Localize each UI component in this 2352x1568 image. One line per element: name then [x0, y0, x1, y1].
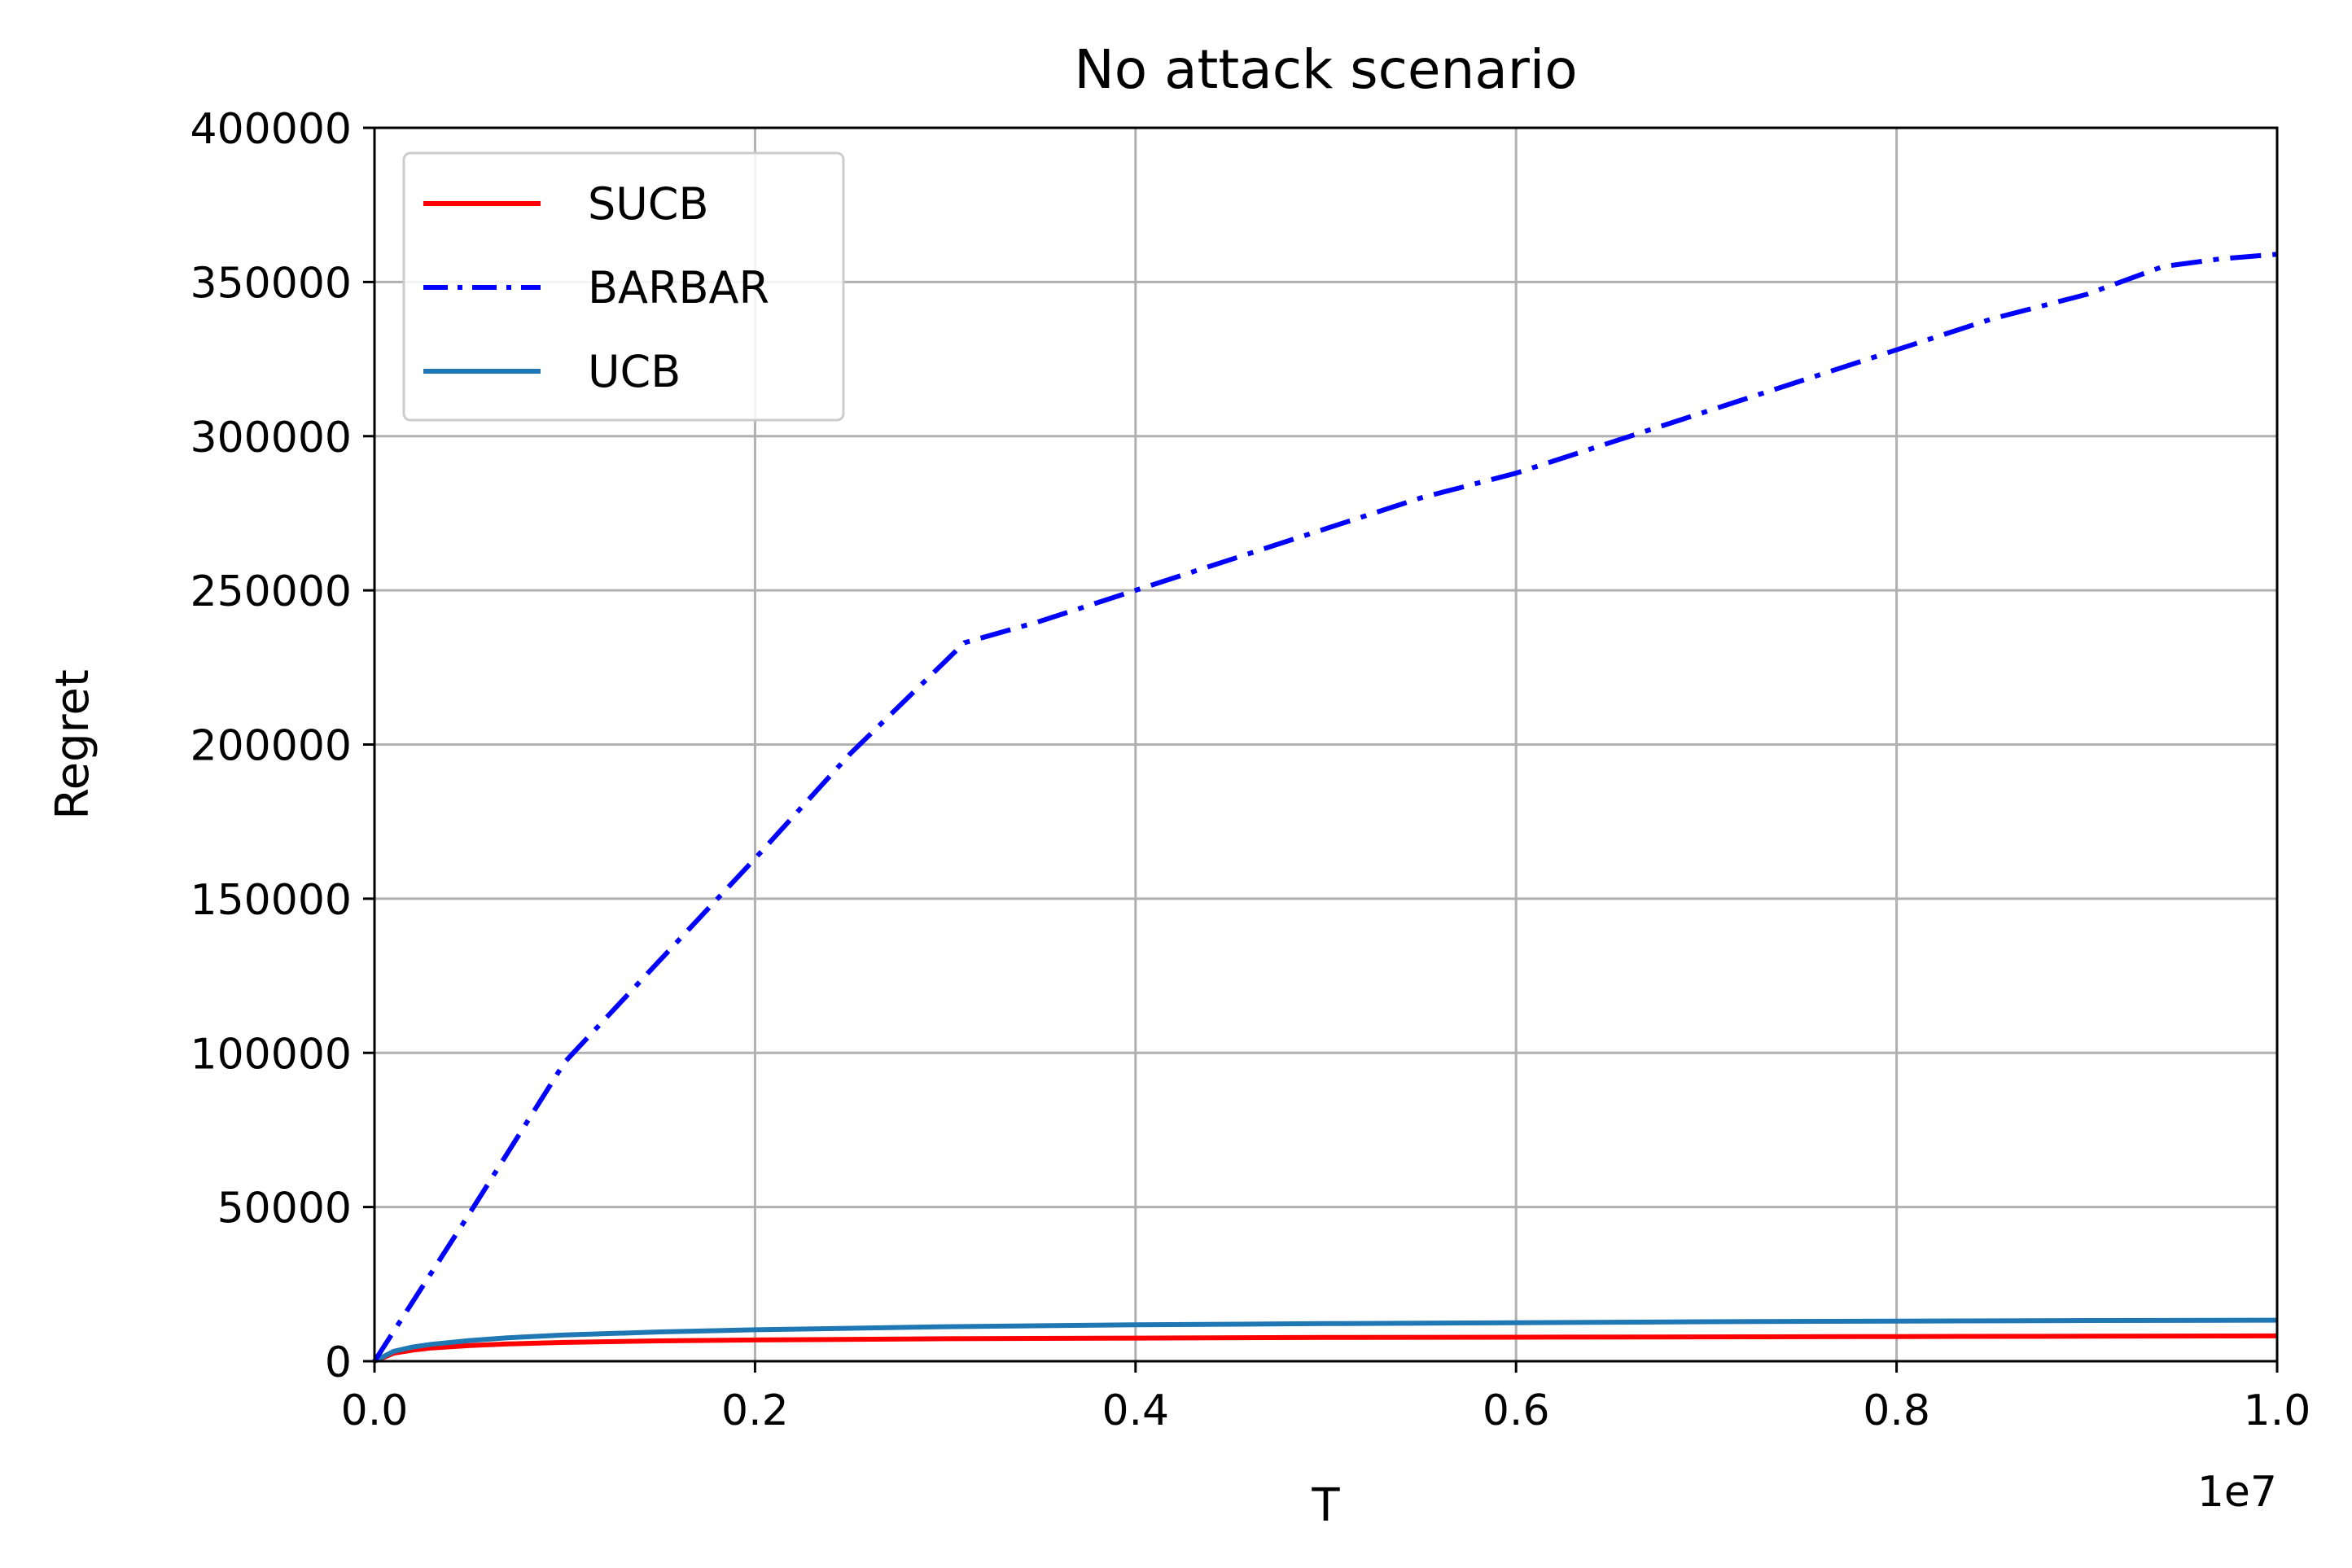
series-line-sucb: [373, 1333, 2278, 1364]
x-tick-label: 1.0: [2244, 1386, 2311, 1435]
legend-label-sucb: SUCB: [588, 178, 709, 230]
y-tick-label: 0: [325, 1338, 352, 1387]
series-line-ucb: [373, 1317, 2278, 1364]
y-tick-label: 150000: [190, 876, 352, 925]
x-tick-label: 0.4: [1102, 1386, 1169, 1435]
series-layer: [372, 252, 2278, 1364]
x-tick-label: 0.8: [1863, 1386, 1930, 1435]
axis-ticks: 0.0 0.2 0.4 0.6 0.8 1.0 0 50000 100000 150000 2000…: [190, 105, 2310, 1435]
x-tick-label: 0.2: [721, 1386, 789, 1435]
y-tick-label: 100000: [190, 1030, 352, 1079]
legend: SUCB BARBAR UCB: [402, 151, 845, 422]
series-line-barbar: [372, 252, 2278, 1363]
x-tick-label: 0.0: [341, 1386, 409, 1435]
legend-frame: [402, 151, 845, 422]
chart-title: No attack scenario: [1074, 38, 1577, 101]
y-axis-label: Regret: [46, 669, 99, 820]
y-tick-label: 400000: [190, 105, 352, 154]
x-tick-label: 0.6: [1483, 1386, 1550, 1435]
y-tick-label: 300000: [190, 414, 352, 462]
legend-label-ucb: UCB: [588, 346, 681, 397]
y-tick-label: 250000: [190, 567, 352, 616]
x-axis-offset-label: 1e7: [2197, 1468, 2277, 1517]
legend-label-barbar: BARBAR: [588, 262, 769, 313]
y-tick-label: 50000: [217, 1185, 352, 1233]
y-tick-label: 200000: [190, 722, 352, 771]
y-tick-label: 350000: [190, 259, 352, 308]
x-axis-label: T: [1311, 1479, 1340, 1532]
